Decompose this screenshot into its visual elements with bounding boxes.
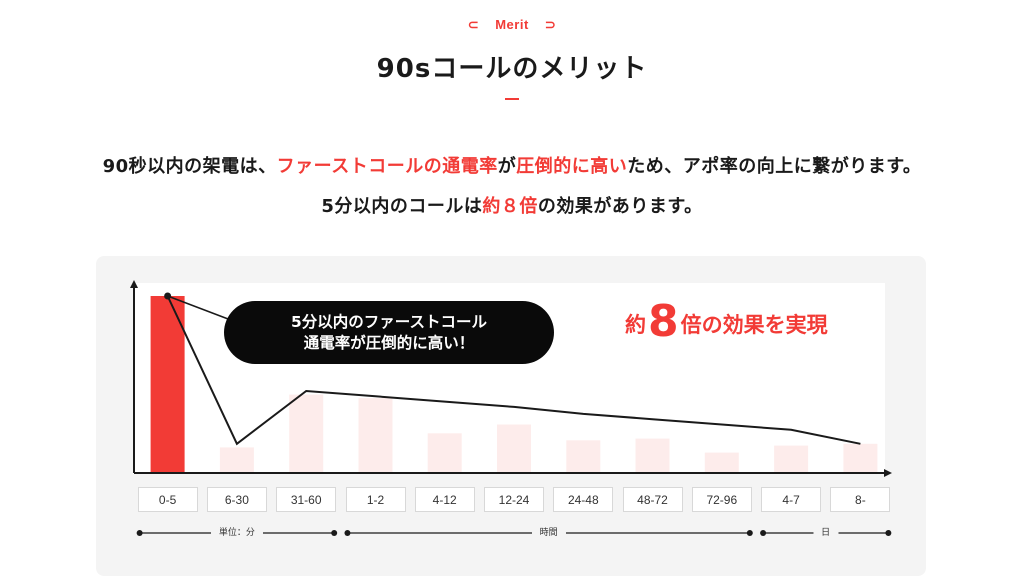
- category-label-12-24: 12-24: [484, 487, 544, 512]
- category-label-4-12: 4-12: [414, 487, 475, 512]
- callout-pointer: [167, 295, 237, 323]
- x-axis-arrow: [884, 469, 892, 477]
- unit-scale-dot-0-1: [331, 530, 338, 536]
- unit-scale-dot-2-1: [885, 530, 892, 536]
- bar-31-60: [289, 394, 324, 472]
- bar-0-5: [150, 296, 185, 472]
- bar-4-12: [427, 433, 462, 472]
- category-label-1-2: 1-2: [345, 487, 406, 512]
- bar-line-chart: [130, 280, 892, 536]
- section-eyebrow: ⊂ Merit ⊃: [0, 17, 1024, 33]
- effect-headline: 約8倍の効果を実現: [625, 296, 828, 347]
- trend-start-dot: [164, 292, 172, 300]
- bar-48-72: [635, 438, 670, 472]
- lead-1-text-c: が: [497, 156, 517, 177]
- unit-scale-dot-1-1: [746, 530, 753, 536]
- bar-1-2: [358, 398, 393, 472]
- category-label-72-96: 72-96: [691, 487, 752, 512]
- lead-line-1: 90秒以内の架電は、ファーストコールの通電率が圧倒的に高いため、アポ率の向上に繋…: [0, 152, 1024, 178]
- category-label-8-: 8-: [830, 487, 891, 512]
- lead-line-2: 5分以内のコールは約８倍の効果があります。: [0, 192, 1024, 218]
- lead-2-text-c: の効果があります。: [537, 196, 703, 217]
- callout-line-2: 通電率が圧倒的に高い！: [303, 333, 475, 352]
- category-label-31-60: 31-60: [276, 487, 337, 512]
- bar-12-24: [497, 424, 531, 472]
- bar-24-48: [566, 440, 601, 472]
- lead-1-highlight-a: ファーストコールの通電率: [276, 156, 498, 177]
- unit-label-1: 時間: [531, 527, 566, 539]
- y-axis-arrow: [130, 280, 138, 288]
- eyebrow-label: Merit: [495, 17, 529, 32]
- unit-scale-dot-0-0: [136, 530, 143, 536]
- category-label-4-7: 4-7: [761, 487, 822, 512]
- trend-line: [166, 295, 861, 446]
- bar-8-: [843, 443, 878, 472]
- category-label-6-30: 6-30: [206, 487, 267, 512]
- section-title: 90sコールのメリット: [376, 54, 648, 84]
- lead-1-text-a: 90秒以内の架電は、: [102, 156, 277, 177]
- effect-number: 8: [648, 296, 679, 347]
- category-label-48-72: 48-72: [622, 487, 683, 512]
- effect-suffix: 倍の効果を実現: [680, 313, 828, 337]
- lead-1-highlight-b: 圧倒的に高い: [516, 156, 628, 177]
- lead-2-text-a: 5分以内のコールは: [321, 196, 483, 217]
- eyebrow-bracket-right: ⊃: [544, 17, 557, 32]
- bar-6-30: [219, 447, 254, 472]
- effect-prefix: 約: [625, 313, 646, 337]
- title-underline: [505, 98, 519, 100]
- lead-1-text-e: ため、アポ率の向上に繋がります。: [627, 156, 922, 177]
- callout-bubble: 5分以内のファーストコール 通電率が圧倒的に高い！: [224, 301, 554, 364]
- unit-label-2: 日: [813, 527, 839, 539]
- bar-4-7: [774, 445, 809, 472]
- callout-line-1: 5分以内のファーストコール: [290, 312, 487, 331]
- bars-group: [150, 296, 878, 472]
- unit-label-0: 単位：分: [210, 527, 263, 539]
- lead-2-highlight: 約８倍: [482, 196, 538, 217]
- category-label-0-5: 0-5: [137, 487, 198, 512]
- unit-scale-dot-1-0: [344, 530, 351, 536]
- eyebrow-bracket-left: ⊂: [467, 17, 480, 32]
- unit-scale-dot-2-0: [760, 530, 767, 536]
- category-label-24-48: 24-48: [553, 487, 614, 512]
- bar-72-96: [704, 452, 739, 472]
